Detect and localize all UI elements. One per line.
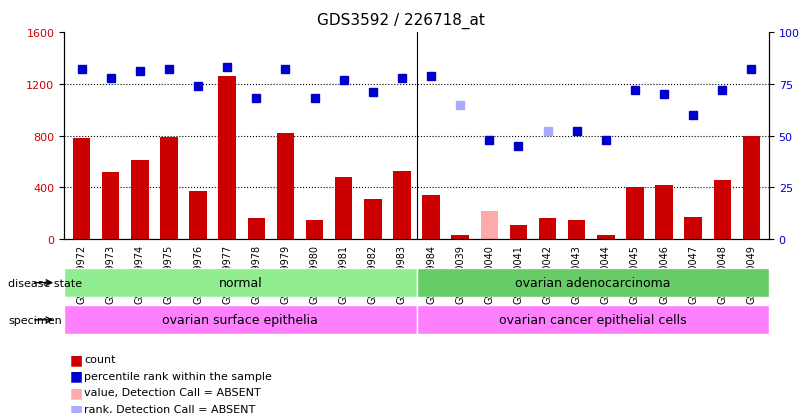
Bar: [539, 219, 557, 240]
Text: ovarian adenocarcinoma: ovarian adenocarcinoma: [515, 276, 670, 290]
Bar: [131, 161, 148, 240]
Bar: [568, 220, 586, 240]
Bar: [276, 134, 294, 240]
Text: percentile rank within the sample: percentile rank within the sample: [84, 371, 272, 381]
Text: ■: ■: [70, 385, 83, 399]
FancyBboxPatch shape: [64, 268, 417, 297]
Bar: [219, 77, 236, 240]
Bar: [626, 188, 644, 240]
Bar: [335, 178, 352, 240]
FancyBboxPatch shape: [417, 306, 769, 335]
Bar: [102, 173, 119, 240]
Bar: [160, 138, 178, 240]
Bar: [743, 136, 760, 240]
Text: ovarian cancer epithelial cells: ovarian cancer epithelial cells: [499, 313, 686, 327]
Bar: [189, 192, 207, 240]
FancyBboxPatch shape: [64, 306, 417, 335]
Bar: [306, 220, 324, 240]
Bar: [655, 185, 673, 240]
Text: GDS3592 / 226718_at: GDS3592 / 226718_at: [316, 12, 485, 28]
Bar: [685, 218, 702, 240]
Text: ■: ■: [70, 369, 83, 383]
Bar: [452, 236, 469, 240]
Text: normal: normal: [219, 276, 262, 290]
FancyBboxPatch shape: [417, 268, 769, 297]
Bar: [393, 171, 411, 240]
Bar: [509, 225, 527, 240]
Bar: [364, 199, 381, 240]
Bar: [422, 196, 440, 240]
Text: count: count: [84, 354, 115, 364]
Bar: [73, 139, 91, 240]
Text: ovarian surface epithelia: ovarian surface epithelia: [163, 313, 318, 327]
Text: rank, Detection Call = ABSENT: rank, Detection Call = ABSENT: [84, 404, 256, 413]
Bar: [597, 236, 614, 240]
Bar: [248, 219, 265, 240]
Text: disease state: disease state: [8, 278, 83, 288]
Text: ■: ■: [70, 402, 83, 413]
Text: value, Detection Call = ABSENT: value, Detection Call = ABSENT: [84, 387, 261, 397]
Bar: [714, 180, 731, 240]
Bar: [481, 211, 498, 240]
Text: specimen: specimen: [8, 315, 62, 325]
Text: ■: ■: [70, 352, 83, 366]
